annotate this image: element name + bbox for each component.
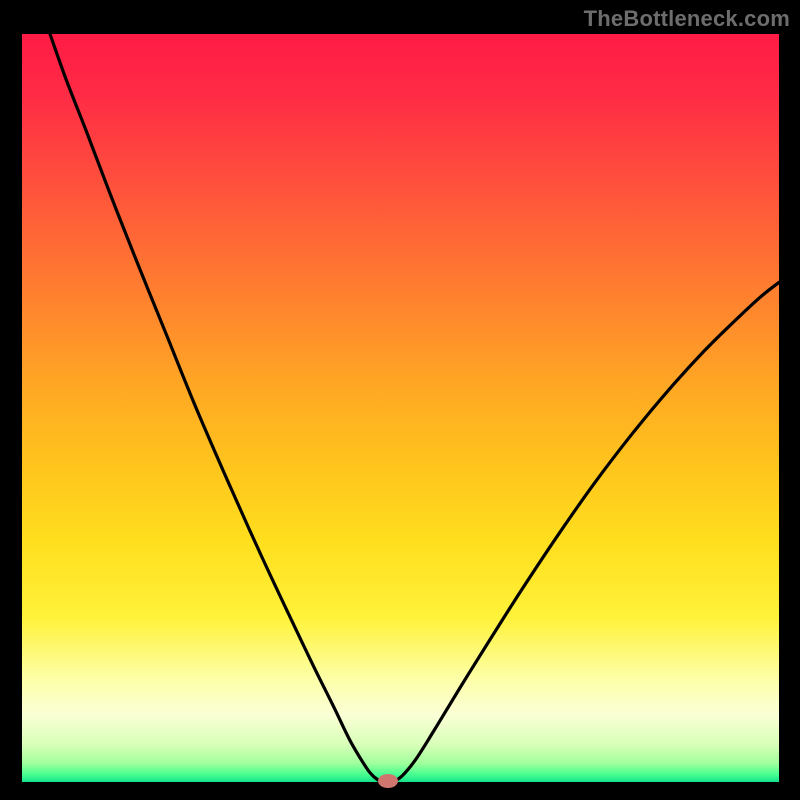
bottleneck-marker <box>378 774 398 788</box>
watermark-text: TheBottleneck.com <box>584 6 790 32</box>
bottleneck-curve <box>22 34 779 782</box>
